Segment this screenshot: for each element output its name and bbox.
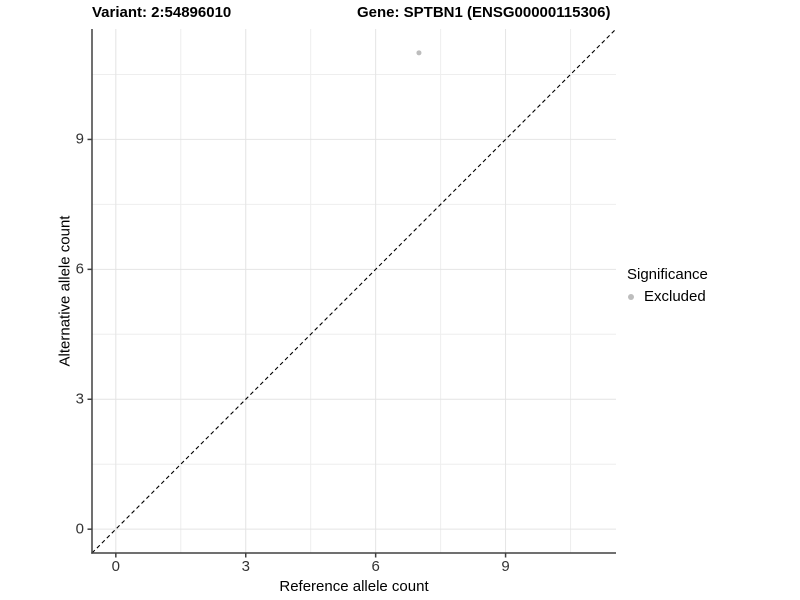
plot-title-gene: Gene: SPTBN1 (ENSG00000115306)	[357, 4, 611, 21]
y-tick-label: 0	[75, 520, 84, 538]
legend-title: Significance	[627, 266, 708, 283]
y-tick-label: 6	[75, 260, 84, 278]
legend-key	[627, 293, 644, 300]
data-point	[416, 50, 422, 56]
legend-entry-label: Excluded	[644, 288, 706, 305]
legend: Significance Excluded	[627, 266, 708, 305]
x-tick-label: 3	[241, 558, 250, 575]
identity-dashed-line	[91, 28, 617, 554]
x-tick-label: 9	[501, 558, 510, 575]
x-tick-label: 6	[371, 558, 380, 575]
legend-point-icon	[628, 293, 634, 300]
legend-entry-excluded: Excluded	[627, 288, 708, 305]
x-tick-label: 0	[111, 558, 120, 575]
y-axis-title: Alternative allele count	[56, 215, 74, 367]
y-tick-label: 9	[75, 130, 84, 148]
y-tick-label: 3	[75, 390, 84, 408]
x-axis-title: Reference allele count	[279, 578, 429, 595]
plot-title-variant: Variant: 2:54896010	[92, 4, 232, 21]
